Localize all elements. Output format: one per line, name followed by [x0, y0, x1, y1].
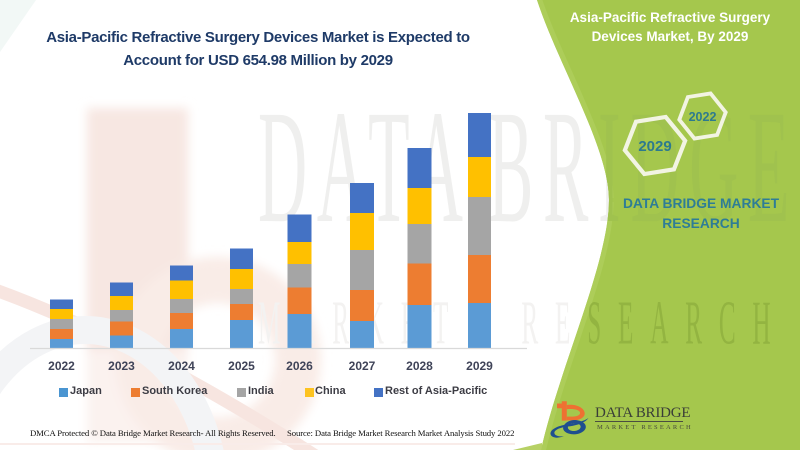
- svg-text:2022: 2022: [689, 110, 717, 124]
- svg-text:2029: 2029: [638, 138, 671, 155]
